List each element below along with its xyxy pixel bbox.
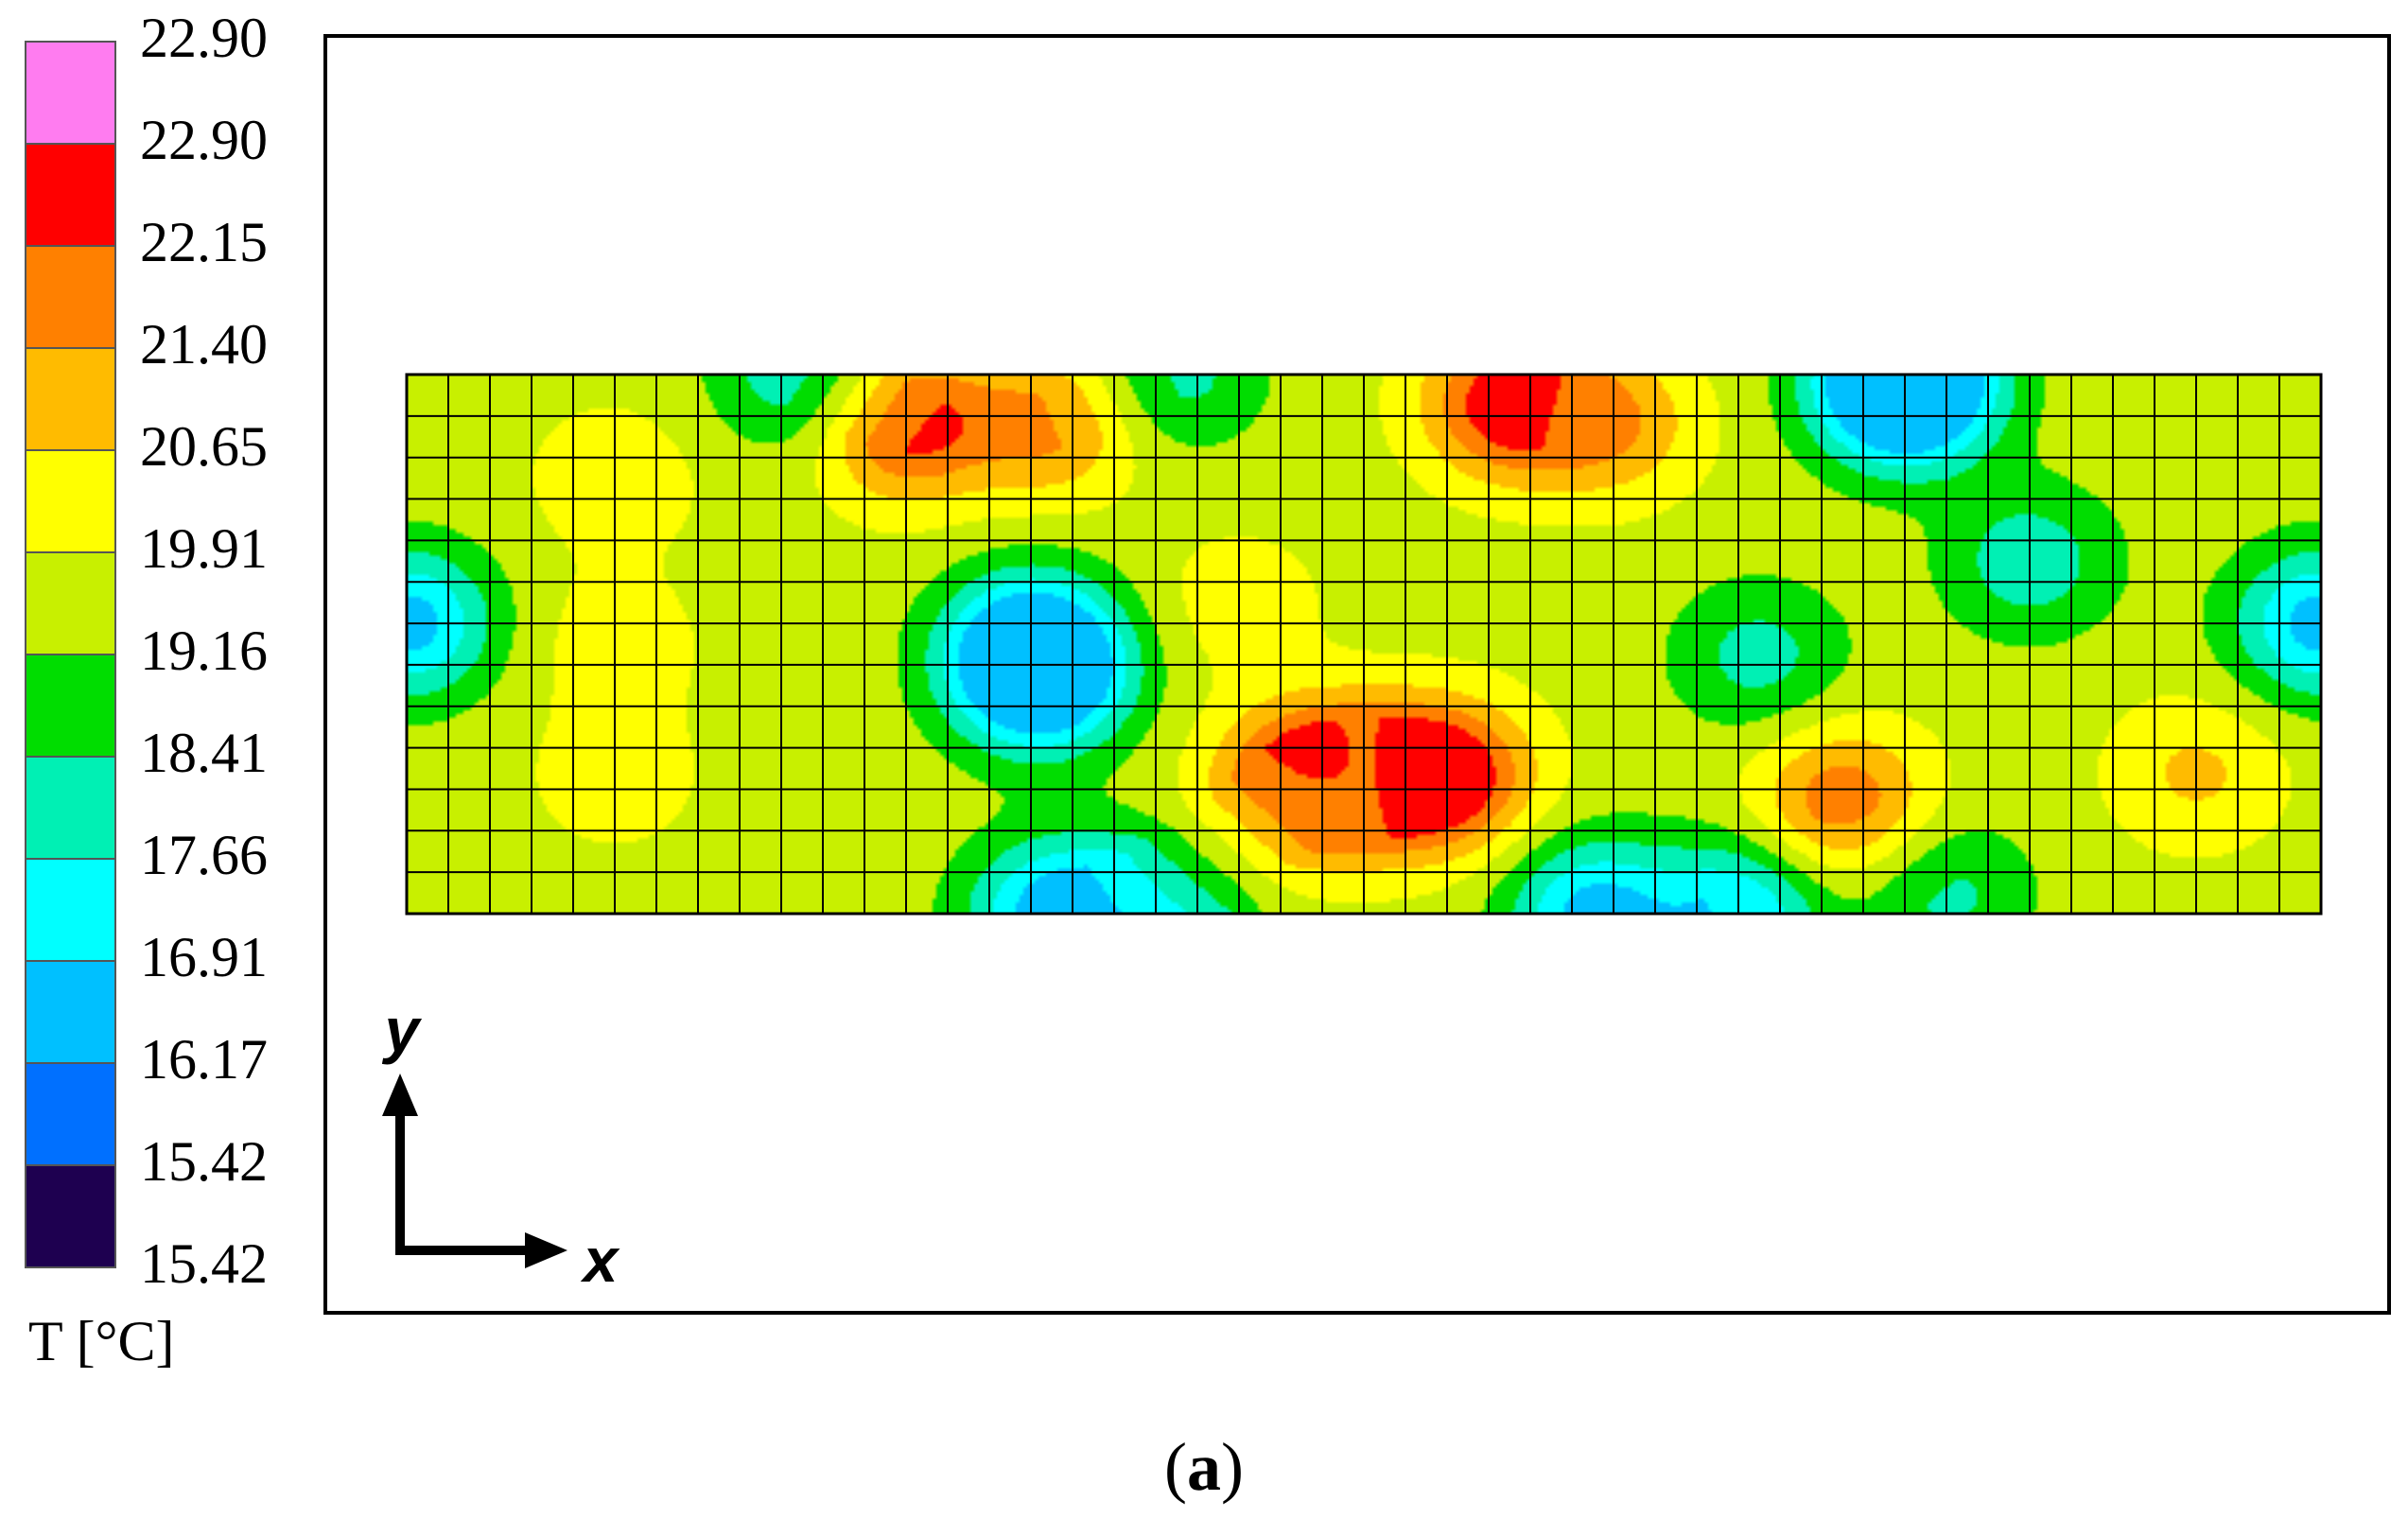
colorbar-tick-label: 15.42 [140,1130,268,1193]
y-axis-arrowhead [382,1073,418,1116]
colorbar-band [25,551,116,655]
caption-label: a [1187,1429,1221,1505]
domain-border [405,373,2323,916]
heatmap [405,373,2323,916]
colorbar-band [25,449,116,553]
colorbar-title: T [°C] [28,1310,175,1372]
colorbar-band [25,960,116,1064]
colorbar-band [25,245,116,349]
colorbar-band [25,1164,116,1268]
colorbar-tick-label: 16.91 [140,926,268,988]
colorbar-band [25,41,116,145]
colorbar-tick-label: 17.66 [140,824,268,886]
colorbar-tick-label: 20.65 [140,415,268,478]
colorbar-band [25,756,116,860]
colorbar-tick-label: 22.90 [140,109,268,171]
axes-indicator: y x [382,995,620,1295]
colorbar-tick-label: 16.17 [140,1028,268,1091]
caption-close-paren: ) [1221,1429,1244,1505]
colorbar-band [25,1062,116,1166]
caption-open-paren: ( [1164,1429,1187,1505]
colorbar-tick-label: 18.41 [140,722,268,784]
colorbar-tick-label: 21.40 [140,313,268,375]
figure-caption: (a) [0,1433,2408,1501]
colorbar-tick-label: 22.15 [140,211,268,273]
colorbar-band [25,858,116,962]
colorbar-band [25,347,116,451]
mesh-grid [407,375,2321,914]
colorbar-band [25,654,116,758]
x-axis-label: x [581,1225,620,1295]
colorbar-tick-label: 15.42 [140,1232,268,1295]
colorbar-tick-label: 19.91 [140,517,268,580]
colorbar-tick-label: 22.90 [140,7,268,69]
colorbar-band [25,143,116,247]
colorbar-tick-label: 19.16 [140,620,268,682]
plot-frame [323,34,2391,1315]
colorbar [25,41,116,1268]
x-axis-arrowhead [525,1232,567,1268]
y-axis-label: y [382,995,423,1065]
